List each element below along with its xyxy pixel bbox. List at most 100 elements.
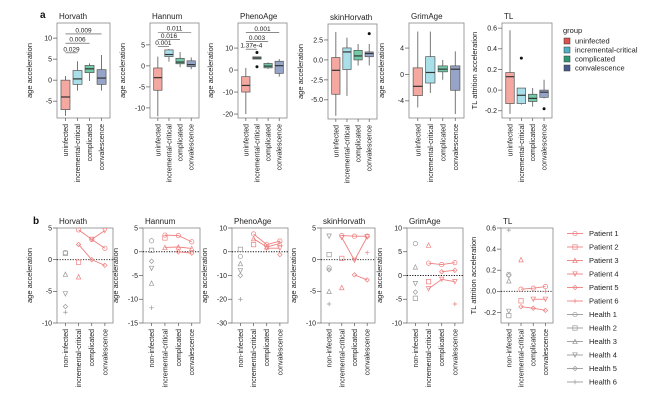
y-tick-label: -30	[217, 320, 227, 327]
health-3-point	[62, 271, 69, 277]
plot-frame	[237, 22, 288, 119]
legend-marker	[572, 365, 578, 372]
health-3-point	[237, 260, 244, 267]
x-tick-label: convalescence	[277, 124, 284, 170]
y-tick-label: 0	[312, 257, 316, 264]
legend-label: complicated	[575, 55, 615, 64]
y-axis-label: TL attrition acceleration	[469, 237, 478, 315]
plot-frame	[320, 227, 376, 324]
health-2-point	[326, 252, 332, 258]
y-tick-label: -20	[217, 297, 227, 304]
x-tick-label: non-infected	[149, 329, 156, 368]
box-incremental-critical	[252, 50, 262, 69]
patient-1-line	[164, 234, 192, 243]
box-uninfected	[412, 31, 423, 108]
x-tick-label: incremental-critical	[166, 124, 173, 183]
health-1-point	[149, 238, 155, 244]
legend-marker	[572, 379, 578, 385]
x-tick-label: incremental-critical	[519, 124, 526, 183]
y-tick-label: -15	[128, 320, 138, 327]
box	[505, 72, 515, 104]
chart-a-PhenoAge: PhenoAge age acceleration -20 -10 0 10 uninfec…	[206, 12, 288, 182]
chart-title: Hannum	[145, 217, 176, 226]
health-5-point	[506, 272, 512, 279]
y-axis-label: age acceleration	[118, 43, 127, 98]
legend-swatch-convalescence	[563, 64, 571, 72]
x-tick-label: incremental-critical	[251, 329, 258, 388]
x-tick-label: convalescence	[453, 124, 460, 170]
y-axis-label: age acceleration	[375, 248, 384, 303]
chart-b-Horvath: Horvath age acceleration -10 -5 0 5 non-infect…	[25, 217, 114, 387]
x-tick-label: complicated	[178, 124, 185, 161]
chart-a-skinHorvath: skinHorvath age acceleration -5.0 -2.5 0.0 2.…	[296, 13, 378, 183]
x-tick-label: incremental-critical	[75, 124, 82, 183]
patient-5-point	[364, 277, 370, 283]
chart-b-Hannum: Hannum age acceleration -15 -10 -5 0 5 non-infe…	[111, 217, 201, 387]
patient-3-line	[164, 246, 192, 249]
y-tick-label: 0.6	[486, 225, 496, 232]
box-convalescence	[539, 79, 549, 111]
x-tick-label: uninfected	[63, 124, 70, 156]
y-axis-label: age acceleration	[206, 43, 215, 98]
legend-label-patient-2: Patient 2	[589, 243, 619, 252]
y-tick-label: -20	[223, 111, 233, 118]
chart-title: skinHorvath	[330, 13, 372, 22]
x-tick-label: convalescence	[189, 124, 196, 170]
patient-5-point	[89, 256, 95, 263]
box-complicated	[84, 63, 95, 82]
y-tick-label: 0.0	[486, 289, 496, 296]
y-tick-label: 0.0	[313, 57, 323, 64]
y-tick-label: 0	[229, 67, 233, 74]
y-axis-label: age acceleration	[25, 248, 34, 303]
plots: Horvath age acceleration -5 0 5 10 uninfected i…	[25, 12, 554, 388]
y-tick-label: 0	[141, 63, 145, 70]
chart-title: PhenoAge	[234, 217, 272, 226]
patient-6-point	[452, 301, 458, 307]
patient-5-point	[518, 303, 524, 310]
health-4-point	[62, 291, 69, 297]
box	[364, 51, 374, 58]
patient-3-point	[518, 256, 524, 263]
y-axis-label: age acceleration	[296, 44, 305, 99]
legend-group: group uninfectedincremental-criticalcompl…	[563, 26, 638, 73]
y-tick-label: -5	[396, 297, 402, 304]
legend-label-patient-1: Patient 1	[589, 229, 619, 238]
plot-frame	[408, 22, 465, 119]
y-tick-label: -4	[398, 98, 404, 105]
box	[425, 56, 436, 84]
patient-5-point	[542, 307, 549, 314]
x-tick-label: convalescence	[277, 329, 284, 375]
x-tick-label: complicated	[176, 329, 183, 366]
legend-label-health-4: Health 4	[589, 351, 617, 360]
health-2-point	[237, 246, 243, 252]
health-1-point	[506, 271, 512, 277]
patient-2-point	[251, 242, 257, 248]
legend-swatch-uninfected	[563, 37, 571, 45]
x-tick-label: incremental-critical	[339, 329, 346, 388]
patient-4-point	[277, 245, 283, 252]
legend-label-patient-6: Patient 6	[589, 297, 619, 306]
box-uninfected	[331, 31, 341, 116]
health-3-point	[326, 288, 332, 294]
x-tick-label: convalescence	[367, 125, 374, 171]
patient-1-point	[452, 260, 458, 266]
legend-marker	[572, 298, 578, 304]
x-tick-label: complicated	[439, 329, 446, 366]
health-1-point	[237, 253, 243, 260]
y-axis-label: age acceleration	[25, 43, 34, 98]
y-tick-label: 0.2	[486, 268, 496, 275]
outlier-point	[255, 65, 259, 69]
patient-5-line	[520, 306, 546, 311]
patient-4-point	[88, 236, 95, 243]
health-3-point	[506, 277, 512, 284]
box	[96, 69, 107, 85]
legend-label-health-1: Health 1	[589, 310, 617, 319]
chart-b-TL: TL TL attrition acceleration -0.2 0.0 0.2 0.4…	[469, 217, 554, 388]
x-tick-label: incremental-critical	[519, 329, 526, 388]
x-tick-label: non-infected	[238, 329, 245, 368]
y-axis-label: age acceleration	[200, 248, 209, 303]
x-tick-label: incremental-critical	[426, 329, 433, 388]
health-5-point	[62, 303, 69, 310]
box	[72, 70, 83, 85]
